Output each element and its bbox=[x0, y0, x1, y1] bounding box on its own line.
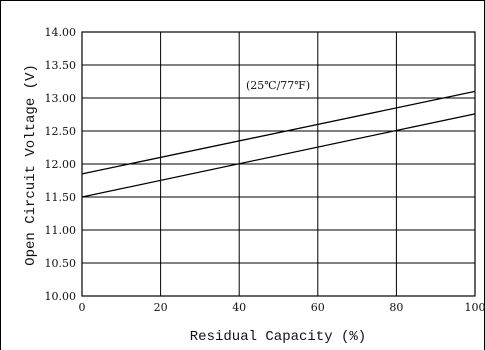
y-tick-label: 13.50 bbox=[45, 59, 77, 72]
y-tick-labels: 10.00 10.50 11.00 11.50 12.00 12.50 13.00 13.50… bbox=[45, 26, 77, 303]
y-tick-label: 12.50 bbox=[45, 125, 77, 138]
series-layer bbox=[81, 90, 476, 198]
x-tick-label: 20 bbox=[154, 301, 168, 314]
upper-bound-line bbox=[81, 90, 476, 175]
y-tick-label: 10.00 bbox=[45, 290, 77, 303]
x-tick-labels: 0 20 40 60 80 100 bbox=[79, 301, 485, 314]
plot-border bbox=[81, 31, 476, 297]
temperature-annotation: (25℃/77℉) bbox=[246, 79, 310, 92]
y-tick-label: 11.00 bbox=[45, 224, 77, 237]
y-tick-label: 13.00 bbox=[45, 92, 77, 105]
y-tick-label: 10.50 bbox=[45, 257, 77, 270]
x-axis-label: Residual Capacity (%) bbox=[190, 329, 366, 345]
x-tick-label: 100 bbox=[465, 301, 485, 314]
x-tick-label: 40 bbox=[232, 301, 246, 314]
grid bbox=[81, 31, 476, 297]
x-tick-label: 0 bbox=[79, 301, 86, 314]
y-tick-label: 14.00 bbox=[45, 26, 77, 39]
x-tick-label: 60 bbox=[311, 301, 325, 314]
y-axis-label: Open Circuit Voltage (V) bbox=[23, 64, 39, 266]
x-tick-label: 80 bbox=[389, 301, 403, 314]
lower-bound-line bbox=[81, 113, 476, 198]
y-tick-label: 12.00 bbox=[45, 158, 77, 171]
y-tick-label: 11.50 bbox=[45, 191, 77, 204]
